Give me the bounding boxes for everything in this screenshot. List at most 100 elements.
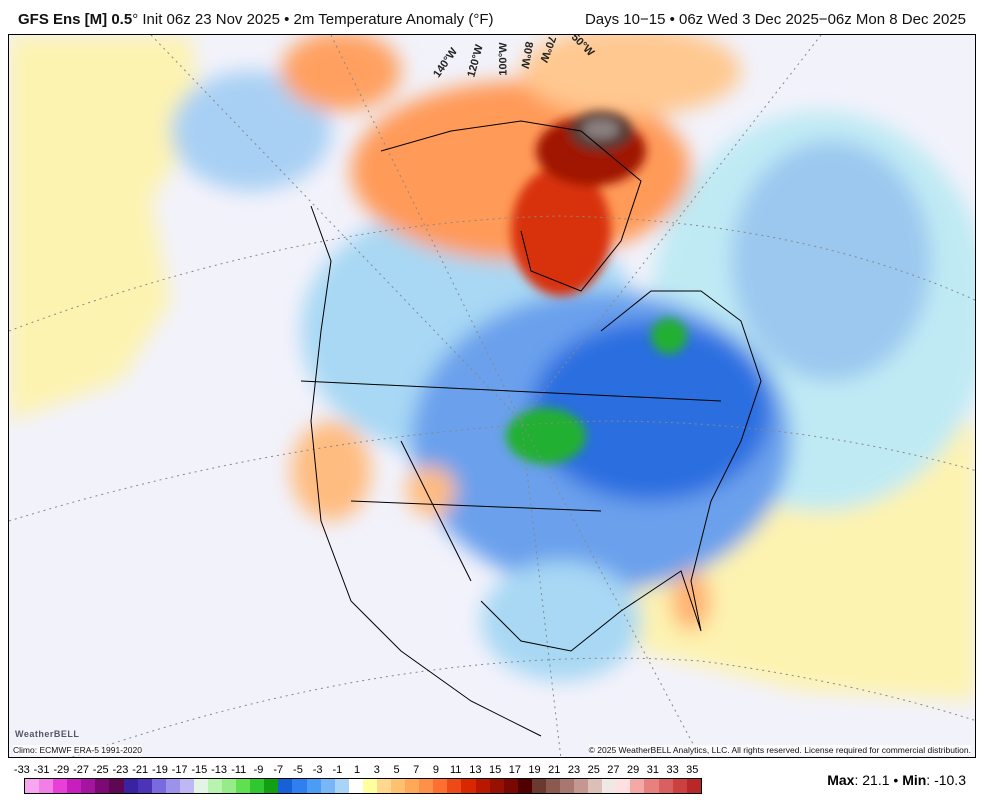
colorbar-bin <box>348 779 363 793</box>
colorbar-tick-label: -3 <box>312 764 323 776</box>
colorbar-bin <box>475 779 490 793</box>
colorbar-bin <box>559 779 575 793</box>
copyright: © 2025 WeatherBELL Analytics, LLC. All r… <box>588 745 971 755</box>
colorbar-tick-label: -17 <box>171 764 188 776</box>
colorbar-bin <box>545 779 560 793</box>
colorbar-tick-label: 3 <box>373 764 380 776</box>
map-title: GFS Ens [M] 0.5° Init 06z 23 Nov 2025 • … <box>18 11 494 28</box>
colorbar-bin <box>362 779 377 793</box>
pacific-warm-region <box>9 35 201 421</box>
colorbar-tick-label: -25 <box>92 764 109 776</box>
colorbar-bin <box>419 779 434 793</box>
colorbar-bin <box>208 779 223 793</box>
colorbar-tick-label: 27 <box>607 764 620 776</box>
colorbar-bin <box>193 779 209 793</box>
graticule <box>9 35 975 757</box>
cold-anomaly-green <box>506 408 586 464</box>
colorbar-tick-label: 33 <box>666 764 679 776</box>
climo-note: Climo: ECMWF ERA-5 1991-2020 <box>13 745 142 755</box>
colorbar-bin <box>250 779 265 793</box>
valid-period: Days 10−15 • 06z Wed 3 Dec 2025−06z Mon … <box>584 11 966 28</box>
colorbar-tick-label: 19 <box>528 764 541 776</box>
colorbar-tick-label: -19 <box>151 764 168 776</box>
anomaly-field <box>9 35 975 757</box>
colorbar <box>24 778 702 794</box>
colorbar-tick-label: 11 <box>449 764 462 776</box>
lon-label: 100°W <box>497 42 510 76</box>
colorbar-bin <box>334 779 349 793</box>
colorbar-tick-label: 13 <box>469 764 482 776</box>
colorbar-bin <box>602 779 617 793</box>
colorbar-tick-label: 35 <box>686 764 699 776</box>
colorbar-tick-label: -13 <box>211 764 227 776</box>
max-value: : 21.1 • <box>854 772 903 788</box>
coastlines <box>300 120 762 737</box>
colorbar-bin <box>81 779 96 793</box>
colorbar-bin <box>574 779 589 793</box>
colorbar-bin <box>391 779 406 793</box>
colorbar-bin <box>222 779 237 793</box>
colorbar-bin <box>489 779 504 793</box>
colorbar-tick-label: -5 <box>293 764 303 776</box>
colorbar-bin <box>376 779 392 793</box>
colorbar-tick-label: -21 <box>132 764 149 776</box>
colorbar-bin <box>39 779 54 793</box>
colorbar-bin <box>616 779 631 793</box>
colorbar-tick-label: -1 <box>332 764 343 776</box>
colorbar-bin <box>517 779 532 793</box>
colorbar-bin <box>320 779 335 793</box>
colorbar-bin <box>95 779 110 793</box>
colorbar-bin <box>123 779 138 793</box>
degree: ° <box>132 11 139 28</box>
colorbar-bin <box>672 779 687 793</box>
colorbar-bin <box>447 779 462 793</box>
colorbar-bin <box>644 779 659 793</box>
colorbar-tick-label: 15 <box>488 764 502 776</box>
colorbar-bin <box>531 779 546 793</box>
colorbar-bin <box>433 779 448 793</box>
colorbar-tick-label: 1 <box>354 764 361 776</box>
colorbar-tick-label: 21 <box>548 764 561 776</box>
colorbar-bin <box>179 779 194 793</box>
colorbar-tick-label: 5 <box>393 764 400 776</box>
colorbar-bin <box>151 779 166 793</box>
colorbar-bin <box>461 779 476 793</box>
colorbar-tick-label: -23 <box>112 764 129 776</box>
colorbar-labels: -33 -31 -29 -27 -25 -23 -21 -19 -17 -15 -13 -11 -9 -7… <box>12 764 702 778</box>
colorbar-tick-label: -15 <box>191 764 208 776</box>
colorbar-bin <box>109 779 124 793</box>
max-label: Max <box>827 772 855 788</box>
model-name: GFS Ens [M] 0.5 <box>18 11 133 28</box>
init-info: Init 06z 23 Nov 2025 • 2m Temperature An… <box>138 11 494 28</box>
colorbar-tick-label: -29 <box>53 764 70 776</box>
colorbar-bin <box>137 779 152 793</box>
colorbar-bin <box>25 779 40 793</box>
colorbar-tick-label: -11 <box>231 764 247 776</box>
colorbar-bin <box>630 779 645 793</box>
colorbar-tick-label: 17 <box>508 764 521 776</box>
min-value: : -10.3 <box>926 772 966 788</box>
colorbar-bin <box>236 779 251 793</box>
colorbar-tick-label: 25 <box>587 764 600 776</box>
colorbar-bin <box>405 779 420 793</box>
colorbar-bin <box>53 779 68 793</box>
colorbar-bin <box>292 779 307 793</box>
max-min-stats: Max: 21.1 • Min: -10.3 <box>827 772 966 788</box>
colorbar-bin <box>588 779 603 793</box>
colorbar-bin <box>686 779 701 793</box>
colorbar-tick-label: 7 <box>413 764 420 776</box>
colorbar-bin <box>67 779 82 793</box>
colorbar-bin <box>306 779 321 793</box>
weatherbell-logo: WeatherBELL <box>15 729 80 739</box>
colorbar-tick-label: 31 <box>646 764 659 776</box>
colorbar-tick-label: -9 <box>253 764 264 776</box>
colorbar-tick-label: 29 <box>627 764 640 776</box>
colorbar-tick-label: -27 <box>73 764 89 776</box>
temperature-anomaly-map: 140°W 120°W 100°W 80°W 70°W 50°W Weather… <box>8 34 976 758</box>
colorbar-bin <box>278 779 293 793</box>
min-label: Min <box>902 772 927 788</box>
colorbar-tick-label: 9 <box>432 764 440 776</box>
colorbar-bin <box>165 779 180 793</box>
colorbar-bin <box>264 779 279 793</box>
colorbar-tick-label: 23 <box>567 764 581 776</box>
